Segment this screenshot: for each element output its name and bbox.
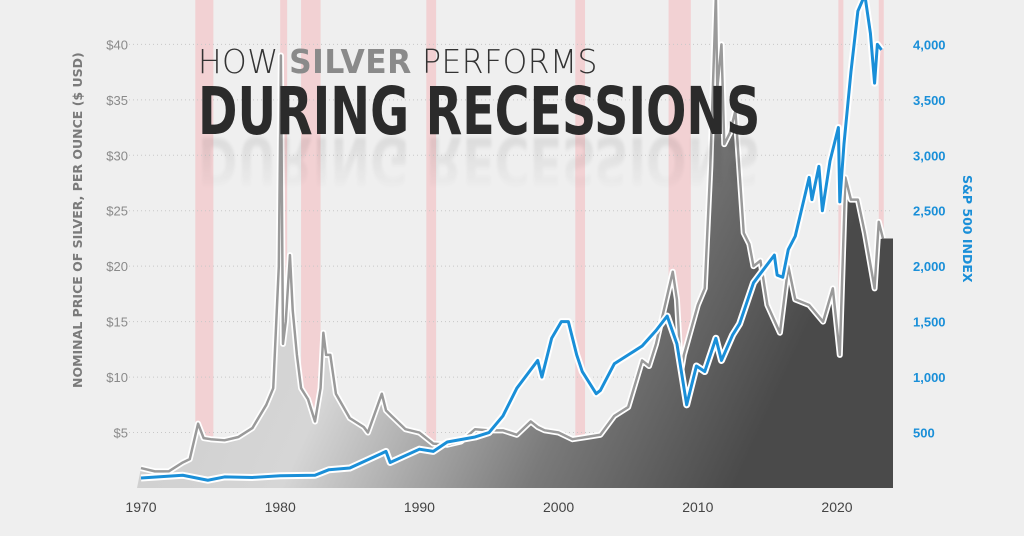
x-tick-label: 2000 <box>543 499 574 515</box>
y2-tick-label: 2,500 <box>913 204 946 219</box>
y-tick-label: $30 <box>106 148 128 163</box>
recession-band <box>301 0 321 488</box>
sp500-line <box>140 0 883 482</box>
chart-title: HOW SILVER PERFORMS DURING RECESSIONS DU… <box>198 42 979 199</box>
y-tick-label: $35 <box>106 93 128 108</box>
y2-axis-label: S&P 500 INDEX <box>960 175 975 283</box>
title-highlight: SILVER <box>289 42 412 81</box>
x-tick-label: 1970 <box>125 499 156 515</box>
silver-line <box>140 0 885 473</box>
title-line-1: HOW SILVER PERFORMS <box>198 42 940 81</box>
y-axis-left: $5 $10 $15 $20 $25 $30 $35 $40 <box>106 37 128 440</box>
title-line-2: DURING RECESSIONS <box>198 73 761 150</box>
y-tick-label: $5 <box>114 426 128 441</box>
title-reflection: DURING RECESSIONS <box>198 122 761 199</box>
x-tick-label: 2010 <box>682 499 713 515</box>
y-tick-label: $40 <box>106 37 128 52</box>
y2-tick-label: 3,000 <box>913 148 946 163</box>
y2-tick-label: 2,000 <box>913 259 946 274</box>
y2-tick-label: 500 <box>913 426 935 441</box>
title-prefix: HOW <box>198 42 290 81</box>
y2-tick-label: 4,000 <box>913 37 946 52</box>
title-suffix: PERFORMS <box>411 42 598 81</box>
y2-tick-label: 3,500 <box>913 93 946 108</box>
y-tick-label: $20 <box>106 259 128 274</box>
recession-band <box>195 0 214 488</box>
y2-tick-label: 1,500 <box>913 315 946 330</box>
x-axis: 1970 1980 1990 2000 2010 2020 <box>125 499 852 515</box>
x-tick-label: 1980 <box>265 499 296 515</box>
x-tick-label: 1990 <box>404 499 435 515</box>
y-tick-label: $15 <box>106 315 128 330</box>
y-axis-right: 500 1,000 1,500 2,000 2,500 3,000 3,500 4,000 <box>913 37 946 440</box>
y-axis-label: NOMINAL PRICE OF SILVER, PER OUNCE ($ US… <box>70 52 85 388</box>
x-tick-label: 2020 <box>821 499 852 515</box>
recession-band <box>426 0 437 488</box>
y-tick-label: $25 <box>106 204 128 219</box>
y2-tick-label: 1,000 <box>913 370 946 385</box>
recession-band <box>575 0 586 488</box>
y-tick-label: $10 <box>106 370 128 385</box>
series-lines <box>140 0 886 484</box>
